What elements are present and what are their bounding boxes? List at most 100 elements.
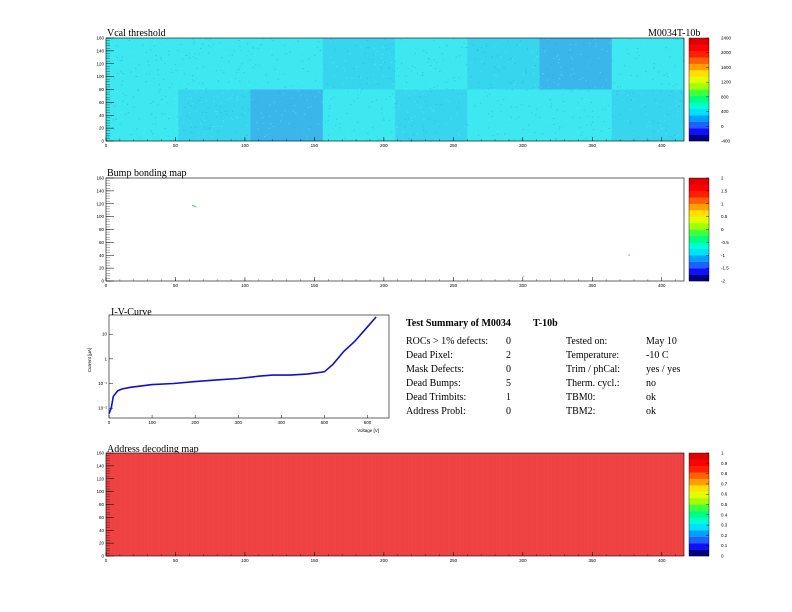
summary-left-row-label: Dead Pixel:: [406, 350, 453, 361]
pixel-speck: [619, 73, 621, 75]
pixel-speck: [394, 60, 396, 62]
pixel-speck: [141, 107, 143, 109]
pixel-speck: [474, 58, 476, 60]
pixel-speck: [507, 59, 510, 61]
pixel-speck: [417, 66, 419, 68]
pixel-speck: [428, 118, 430, 120]
pixel-speck: [514, 81, 516, 83]
pixel-speck: [155, 76, 157, 78]
pixel-speck: [561, 140, 563, 142]
pixel-speck: [444, 62, 446, 64]
pixel-speck: [422, 93, 424, 95]
pixel-speck: [248, 81, 250, 83]
iv-x-tick-label: 400: [278, 420, 286, 425]
pixel-speck: [590, 63, 592, 65]
pixel-speck: [511, 63, 514, 65]
pixel-speck: [597, 116, 599, 118]
pixel-speck: [578, 115, 580, 117]
pixel-speck: [247, 108, 249, 110]
palette-swatch: [689, 190, 709, 198]
pixel-speck: [510, 106, 512, 108]
pixel-speck: [229, 97, 232, 99]
y-tick-label: 80: [99, 87, 105, 92]
pixel-speck: [537, 103, 540, 105]
pixel-speck: [205, 111, 207, 113]
z-tick-label: 800: [721, 94, 729, 99]
pixel-speck: [383, 112, 385, 114]
pixel-speck: [583, 109, 585, 111]
pixel-speck: [319, 113, 321, 115]
pixel-speck: [330, 61, 332, 63]
pixel-speck: [175, 69, 177, 71]
roc-block: [467, 38, 540, 90]
pixel-speck: [324, 121, 327, 123]
pixel-speck: [119, 123, 121, 125]
pixel-speck: [399, 105, 401, 107]
pixel-speck: [224, 52, 226, 54]
pixel-speck: [117, 73, 119, 75]
pixel-speck: [434, 120, 436, 122]
pixel-speck: [552, 74, 554, 76]
pixel-speck: [276, 71, 278, 73]
pixel-speck: [561, 78, 563, 80]
pixel-speck: [492, 135, 494, 137]
pixel-speck: [252, 48, 255, 50]
pixel-speck: [538, 105, 540, 107]
pixel-speck: [607, 130, 609, 132]
pixel-speck: [463, 73, 465, 75]
pixel-speck: [425, 131, 427, 133]
pixel-speck: [544, 98, 546, 100]
pixel-speck: [532, 52, 535, 54]
pixel-speck: [415, 76, 418, 78]
pixel-speck: [121, 84, 123, 86]
vcal-title: Vcal threshold: [107, 28, 166, 39]
pixel-speck: [153, 40, 155, 42]
pixel-speck: [120, 111, 122, 113]
pixel-speck: [283, 73, 285, 75]
palette-frame: [688, 37, 710, 142]
pixel-speck: [222, 120, 224, 122]
pixel-speck: [279, 120, 282, 122]
pixel-speck: [499, 121, 501, 123]
pixel-speck: [236, 99, 238, 101]
pixel-speck: [637, 136, 639, 138]
pixel-speck: [250, 53, 252, 55]
pixel-speck: [278, 92, 280, 94]
pixel-speck: [611, 115, 613, 117]
pixel-speck: [155, 123, 157, 125]
pixel-speck: [330, 40, 332, 42]
pixel-speck: [308, 128, 310, 130]
pixel-speck: [407, 111, 409, 113]
pixel-speck: [597, 57, 600, 59]
pixel-speck: [150, 81, 152, 83]
pixel-speck: [576, 107, 578, 109]
pixel-speck: [665, 47, 667, 49]
pixel-speck: [133, 106, 135, 108]
iv-y-tick-label: 10⁻¹: [98, 381, 107, 386]
pixel-speck: [525, 68, 527, 70]
pixel-speck: [136, 128, 138, 130]
pixel-speck: [394, 131, 396, 133]
pixel-speck: [535, 114, 537, 116]
pixel-speck: [346, 112, 348, 114]
pixel-speck: [458, 127, 460, 129]
pixel-speck: [422, 125, 424, 127]
pixel-speck: [187, 83, 189, 85]
pixel-speck: [547, 40, 549, 42]
pixel-speck: [675, 39, 677, 41]
pixel-speck: [138, 129, 141, 131]
pixel-speck: [168, 50, 170, 52]
pixel-speck: [136, 98, 138, 100]
pixel-speck: [125, 113, 127, 115]
pixel-speck: [493, 136, 495, 138]
pixel-speck: [526, 48, 529, 50]
pixel-speck: [302, 90, 304, 92]
pixel-speck: [625, 90, 627, 92]
palette-swatch: [689, 459, 709, 467]
pixel-speck: [514, 84, 516, 86]
pixel-speck: [107, 134, 109, 136]
pixel-speck: [183, 68, 185, 70]
z-tick-label: 0.9: [721, 461, 728, 466]
pixel-speck: [215, 81, 217, 83]
pixel-speck: [203, 88, 205, 90]
